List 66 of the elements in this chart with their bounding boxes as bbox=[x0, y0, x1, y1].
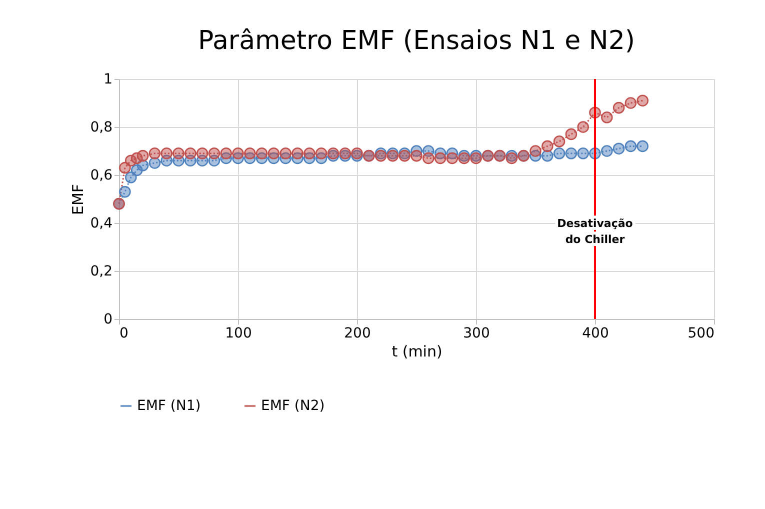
point bbox=[506, 152, 518, 164]
y-tick-label: 0,8 bbox=[90, 120, 112, 136]
point bbox=[553, 136, 566, 148]
point bbox=[220, 148, 232, 160]
point bbox=[184, 148, 196, 160]
y-tick-label: 1 bbox=[104, 72, 112, 88]
point bbox=[196, 148, 208, 160]
point bbox=[315, 148, 328, 160]
point bbox=[624, 97, 637, 109]
point bbox=[386, 150, 399, 162]
point bbox=[398, 150, 410, 162]
y-tick-label: 0,4 bbox=[90, 216, 113, 232]
point bbox=[542, 140, 554, 152]
y-tick-label: 0,2 bbox=[90, 264, 112, 280]
point bbox=[280, 148, 292, 160]
point bbox=[577, 121, 589, 133]
y-axis-title: EMF bbox=[69, 184, 88, 216]
point bbox=[601, 112, 613, 124]
point bbox=[119, 162, 131, 174]
point bbox=[530, 145, 542, 157]
x-tick-label: 100 bbox=[225, 326, 252, 342]
point bbox=[470, 152, 482, 164]
point bbox=[304, 148, 316, 160]
y-tick-label: 0,6 bbox=[90, 168, 113, 184]
point bbox=[374, 150, 387, 162]
y-tick-label: 0 bbox=[104, 312, 112, 328]
point bbox=[624, 140, 637, 152]
point bbox=[636, 140, 648, 152]
legend-label: EMF (N2) bbox=[261, 398, 325, 414]
point bbox=[148, 148, 161, 160]
point bbox=[208, 148, 220, 160]
point bbox=[136, 150, 149, 162]
chart-title: Parâmetro EMF (Ensaios N1 e N2) bbox=[198, 26, 636, 56]
point bbox=[232, 148, 244, 160]
point bbox=[422, 152, 434, 164]
point bbox=[553, 148, 566, 160]
point bbox=[244, 148, 256, 160]
point bbox=[542, 150, 554, 162]
point bbox=[160, 148, 172, 160]
point bbox=[327, 148, 340, 160]
point bbox=[292, 148, 304, 160]
point bbox=[612, 142, 625, 154]
point bbox=[410, 150, 422, 162]
legend-label: EMF (N1) bbox=[137, 398, 201, 414]
point bbox=[268, 148, 280, 160]
point bbox=[565, 148, 578, 160]
point bbox=[256, 148, 268, 160]
point bbox=[172, 148, 184, 160]
point bbox=[565, 128, 578, 140]
point bbox=[446, 152, 458, 164]
point bbox=[148, 157, 161, 169]
x-tick-label: 0 bbox=[120, 326, 128, 342]
point bbox=[434, 152, 446, 164]
point bbox=[119, 186, 131, 198]
x-tick-label: 500 bbox=[688, 326, 714, 342]
x-tick-label: 300 bbox=[463, 326, 490, 342]
x-axis-title: t (min) bbox=[392, 342, 442, 360]
point bbox=[458, 152, 470, 164]
x-tick-label: 400 bbox=[582, 326, 609, 342]
point bbox=[601, 145, 613, 157]
point bbox=[351, 148, 363, 160]
x-tick-label: 200 bbox=[344, 326, 371, 342]
point bbox=[339, 148, 351, 160]
point bbox=[577, 148, 589, 160]
point bbox=[636, 94, 648, 106]
point bbox=[612, 102, 625, 114]
